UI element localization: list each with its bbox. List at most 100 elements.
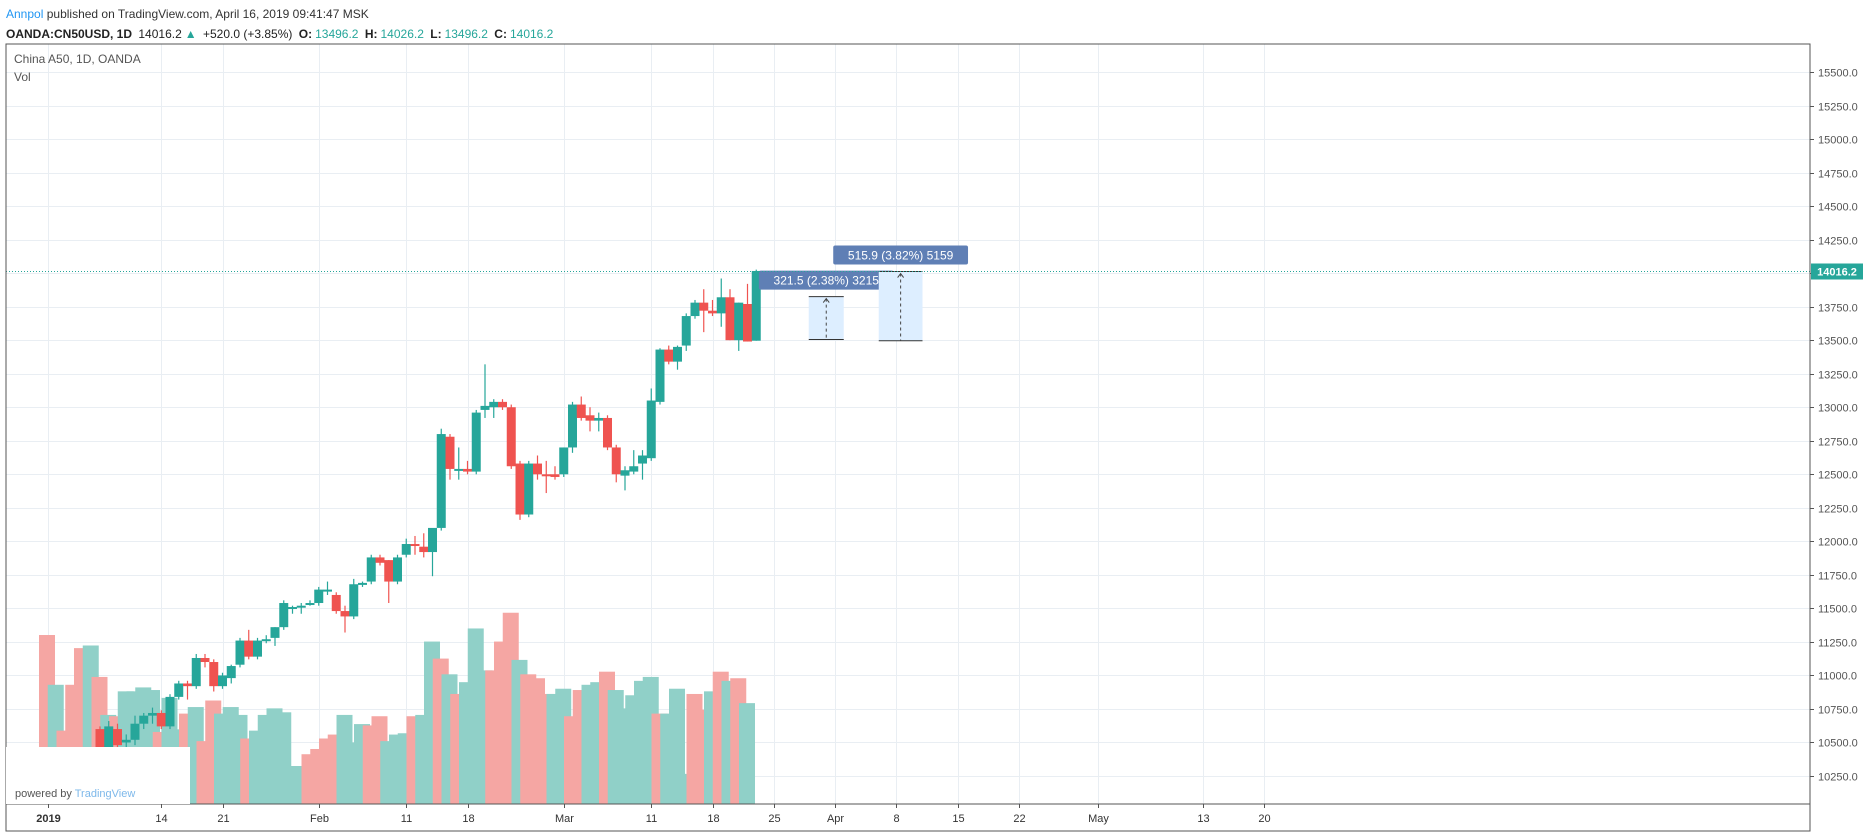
candles [95,269,761,754]
volume-bar [739,703,755,804]
open-value: 13496.2 [315,27,359,41]
high-value: 14026.2 [380,27,424,41]
measure-arrow-head [822,297,830,303]
price-axis[interactable]: 10250.0 10500.0 10750.0 11000.0 11250.0 11500… [1810,68,1858,784]
last-price-badge-bg [1811,263,1863,280]
time-tick-label: 11 [646,813,657,825]
candle-body [279,603,289,628]
last-price-badge: 14016.2 [1811,263,1863,280]
time-tick-label: 2019 [36,813,60,825]
tradingview-brand[interactable]: TradingView [75,788,136,800]
last-price: 14016.2 [138,27,182,41]
price-tick-label: 10500.0 [1818,738,1858,750]
symbol-label: OANDA:CN50USD, 1D [6,27,133,41]
candle-body [130,723,140,740]
candle-body [244,640,254,657]
candle-body [454,468,464,471]
price-tick-label: 11500.0 [1818,604,1857,616]
measure-label-box [833,245,969,265]
branding-box [6,747,190,804]
candle-body [751,270,761,341]
measure-label-box [758,270,894,290]
candle-body [121,739,131,743]
candle-body [270,627,280,638]
candle-body [393,557,402,582]
time-tick-label: Mar [555,813,574,825]
candle-body [690,302,700,317]
up-arrow-icon: ▲ [184,27,197,41]
price-tick-label: 12250.0 [1818,504,1858,516]
measure-tools[interactable]: 321.5 (2.38%) 3215 515.9 (3.82%) 5159 [758,245,969,342]
candle-body [480,405,490,410]
candle-body [463,468,472,472]
low-label: L: [430,27,442,41]
candle-body [585,415,595,421]
author-link[interactable]: Annpol [6,7,44,21]
candle-body [183,683,192,687]
candle-body [568,404,577,448]
powered-by-label: powered by [15,788,72,800]
candle-body [445,436,455,469]
chart-header: Annpol published on TradingView.com, Apr… [6,4,556,44]
candle-body [349,584,359,617]
time-tick-label: 18 [707,813,719,825]
candle-body [489,401,499,408]
candle-body [664,349,674,362]
powered-by-text: powered by TradingView [15,788,135,800]
price-tick-label: 10250.0 [1818,772,1858,784]
candle-body [218,675,227,687]
candle-body [95,729,105,748]
candle-body [681,316,691,346]
candle-body [716,297,726,314]
candle-body [253,640,262,657]
last-price-badge-text: 14016.2 [1817,267,1857,279]
time-axis[interactable]: 2019 14 21 Feb 11 18 Mar 11 18 25 Apr 8 15 22 May 13 20 [36,804,1271,825]
measure-arrow-head [897,272,905,278]
candle-body [541,474,551,477]
candle-body [646,400,656,459]
close-label: C: [494,27,507,41]
candle-body [174,683,184,697]
candle-body [498,401,507,408]
price-tick-label: 14250.0 [1818,236,1858,248]
candle-body [594,417,604,421]
time-tick-label: Feb [310,813,329,825]
price-tick-label: 11000.0 [1818,671,1857,683]
candle-body [576,404,586,418]
candle-body [550,474,560,477]
candle-body [699,302,709,311]
low-value: 13496.2 [444,27,488,41]
candle-body [620,470,630,476]
candle-body [358,582,367,585]
candle-body [524,463,534,515]
candle-body [104,726,114,751]
time-tick-label: 15 [952,813,964,825]
candle-body [305,603,315,606]
price-tick-label: 12000.0 [1818,537,1858,549]
candle-body [708,310,717,314]
candle-body [603,417,612,448]
candle-body [340,611,350,617]
price-tick-label: 10750.0 [1818,705,1858,717]
measure-label: 321.5 (2.38%) 3215 [774,274,880,288]
grid-lines [6,44,1810,804]
price-tick-label: 12500.0 [1818,470,1858,482]
time-tick-label: 22 [1013,813,1025,825]
change-value: +520.0 (+3.85%) [203,27,293,41]
candle-body [638,455,647,464]
candle-body [261,639,271,642]
candle-body [515,463,525,515]
price-tick-label: 13250.0 [1818,370,1858,382]
candle-body [428,527,437,553]
candle-body [165,696,175,727]
candle-body [314,589,324,604]
price-tick-label: 11750.0 [1818,571,1857,583]
candle-body [296,605,306,608]
candle-body [113,729,122,746]
time-tick-label: 20 [1258,813,1270,825]
candle-body [611,447,621,475]
open-label: O: [298,27,313,41]
candle-body [375,557,385,563]
price-tick-label: 13500.0 [1818,336,1858,348]
